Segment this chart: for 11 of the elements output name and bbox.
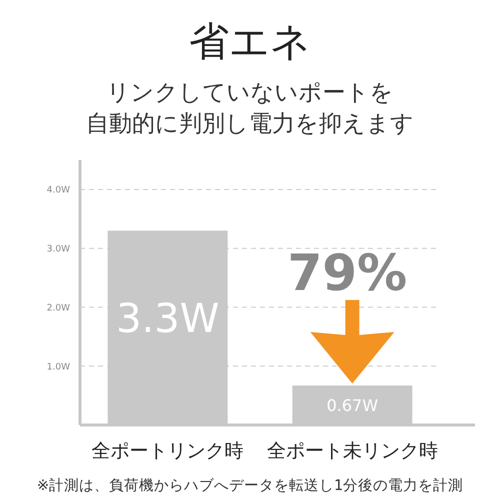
x-tick-label: 全ポートリンク時	[92, 440, 244, 462]
y-tick-label: 4.0W	[46, 186, 70, 196]
y-tick-label: 2.0W	[46, 303, 70, 314]
y-tick-label: 3.0W	[46, 244, 70, 254]
text: ※計測は、負荷機からハブへデータを転送し1分後の電力を計測	[36, 477, 464, 494]
text: 自動的に判別し電力を抑えます	[86, 111, 414, 137]
x-tick-label: 全ポート未リンク時	[266, 440, 438, 462]
y-tick-label: 1.0W	[46, 362, 70, 372]
chart-subtitle: リンクしていないポートを	[106, 80, 394, 106]
annotation: 79%	[287, 244, 408, 302]
chart-title: 省エネ	[189, 19, 311, 65]
